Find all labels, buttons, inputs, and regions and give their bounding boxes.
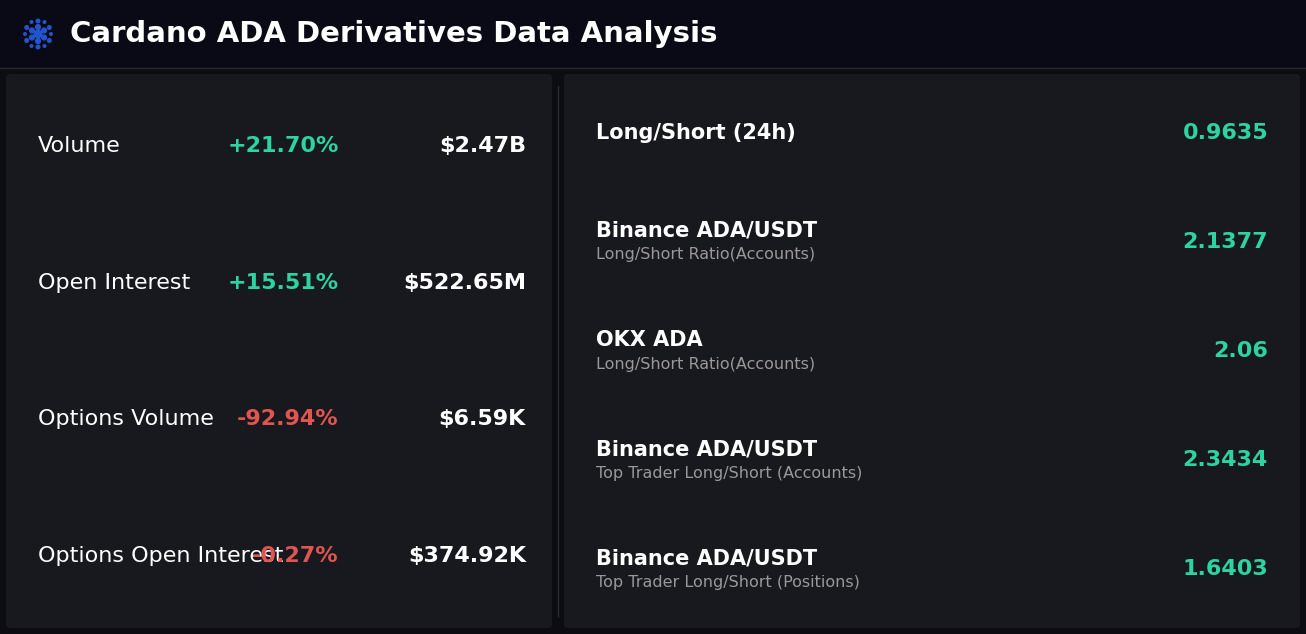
Circle shape xyxy=(30,35,34,40)
Circle shape xyxy=(35,39,40,43)
Circle shape xyxy=(25,26,29,29)
Text: 2.1377: 2.1377 xyxy=(1182,232,1268,252)
Text: -0.27%: -0.27% xyxy=(252,546,338,566)
Text: Cardano ADA Derivatives Data Analysis: Cardano ADA Derivatives Data Analysis xyxy=(71,20,717,48)
Circle shape xyxy=(42,35,47,40)
Text: Binance ADA/USDT: Binance ADA/USDT xyxy=(596,221,818,241)
Text: +21.70%: +21.70% xyxy=(227,136,338,156)
Text: Long/Short Ratio(Accounts): Long/Short Ratio(Accounts) xyxy=(596,247,815,262)
Text: +15.51%: +15.51% xyxy=(227,273,338,293)
Circle shape xyxy=(43,45,46,48)
Circle shape xyxy=(30,45,33,48)
Text: Top Trader Long/Short (Accounts): Top Trader Long/Short (Accounts) xyxy=(596,466,862,481)
Circle shape xyxy=(43,21,46,23)
Circle shape xyxy=(37,19,39,23)
FancyBboxPatch shape xyxy=(0,0,1306,68)
Text: Long/Short Ratio(Accounts): Long/Short Ratio(Accounts) xyxy=(596,356,815,372)
Text: 1.6403: 1.6403 xyxy=(1182,559,1268,579)
Text: $522.65M: $522.65M xyxy=(404,273,526,293)
Text: Top Trader Long/Short (Positions): Top Trader Long/Short (Positions) xyxy=(596,575,859,590)
Circle shape xyxy=(42,28,47,33)
Circle shape xyxy=(47,26,51,29)
Circle shape xyxy=(50,33,52,36)
FancyBboxPatch shape xyxy=(7,74,552,628)
Circle shape xyxy=(25,39,29,42)
Text: Volume: Volume xyxy=(38,136,120,156)
Text: OKX ADA: OKX ADA xyxy=(596,330,703,350)
Text: -92.94%: -92.94% xyxy=(238,410,338,429)
Text: Long/Short (24h): Long/Short (24h) xyxy=(596,122,795,143)
Circle shape xyxy=(35,25,40,29)
Text: Options Open Interest: Options Open Interest xyxy=(38,546,283,566)
Text: 2.06: 2.06 xyxy=(1213,341,1268,361)
Text: 2.3434: 2.3434 xyxy=(1183,450,1268,470)
Circle shape xyxy=(24,33,26,36)
Text: Options Volume: Options Volume xyxy=(38,410,214,429)
Text: $6.59K: $6.59K xyxy=(439,410,526,429)
Text: Binance ADA/USDT: Binance ADA/USDT xyxy=(596,548,818,569)
Text: Open Interest: Open Interest xyxy=(38,273,191,293)
Circle shape xyxy=(30,21,33,23)
Text: 0.9635: 0.9635 xyxy=(1182,122,1268,143)
Text: $374.92K: $374.92K xyxy=(407,546,526,566)
Circle shape xyxy=(34,30,42,38)
Text: Binance ADA/USDT: Binance ADA/USDT xyxy=(596,439,818,459)
FancyBboxPatch shape xyxy=(564,74,1299,628)
Circle shape xyxy=(47,39,51,42)
Text: $2.47B: $2.47B xyxy=(439,136,526,156)
Circle shape xyxy=(30,28,34,33)
Circle shape xyxy=(37,45,39,49)
